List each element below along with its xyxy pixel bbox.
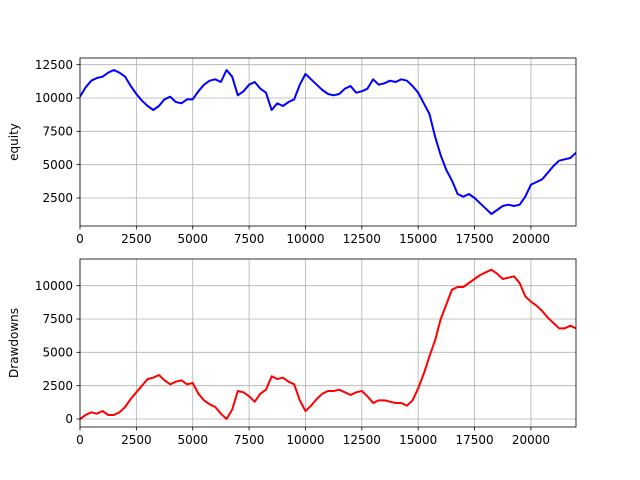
x-tick-label: 0 <box>76 433 84 447</box>
x-tick-label: 12500 <box>343 433 381 447</box>
y-tick-label: 12500 <box>35 58 73 72</box>
x-tick-label: 17500 <box>455 232 493 246</box>
drawdowns-panel: 0 2500 5000 7500 10000 12500 15000 17500 20000 0 2… <box>7 258 577 447</box>
x-tick-label: 17500 <box>455 433 493 447</box>
y-axis-label: equity <box>7 123 21 161</box>
y-tick-label: 2500 <box>42 191 73 205</box>
y-tick-label: 0 <box>65 412 73 426</box>
y-tick-label: 2500 <box>42 379 73 393</box>
series-line <box>80 268 576 420</box>
axes-frame <box>79 57 577 227</box>
x-tick-label: 12500 <box>343 232 381 246</box>
equity-panel: 0 2500 5000 7500 10000 12500 15000 17500 20000 25… <box>7 57 577 246</box>
x-tick-label: 7500 <box>234 232 265 246</box>
y-axis-label: Drawdowns <box>7 308 21 378</box>
x-tick-label: 10000 <box>286 232 324 246</box>
y-tick-label: 7500 <box>42 312 73 326</box>
x-tick-label: 15000 <box>399 433 437 447</box>
y-tick-label: 5000 <box>42 346 73 360</box>
axes-frame <box>79 258 577 428</box>
y-tick-label: 10000 <box>35 279 73 293</box>
series-line <box>80 69 576 215</box>
y-tick-label: 7500 <box>42 125 73 139</box>
x-tick-label: 0 <box>76 232 84 246</box>
x-tick-label: 15000 <box>399 232 437 246</box>
x-tick-label: 5000 <box>177 433 208 447</box>
x-tick-label: 5000 <box>177 232 208 246</box>
x-tick-label: 7500 <box>234 433 265 447</box>
x-tick-label: 20000 <box>512 433 550 447</box>
y-tick-label: 5000 <box>42 158 73 172</box>
x-tick-label: 10000 <box>286 433 324 447</box>
x-tick-label: 2500 <box>121 232 152 246</box>
x-tick-label: 20000 <box>512 232 550 246</box>
y-tick-label: 10000 <box>35 91 73 105</box>
x-tick-label: 2500 <box>121 433 152 447</box>
